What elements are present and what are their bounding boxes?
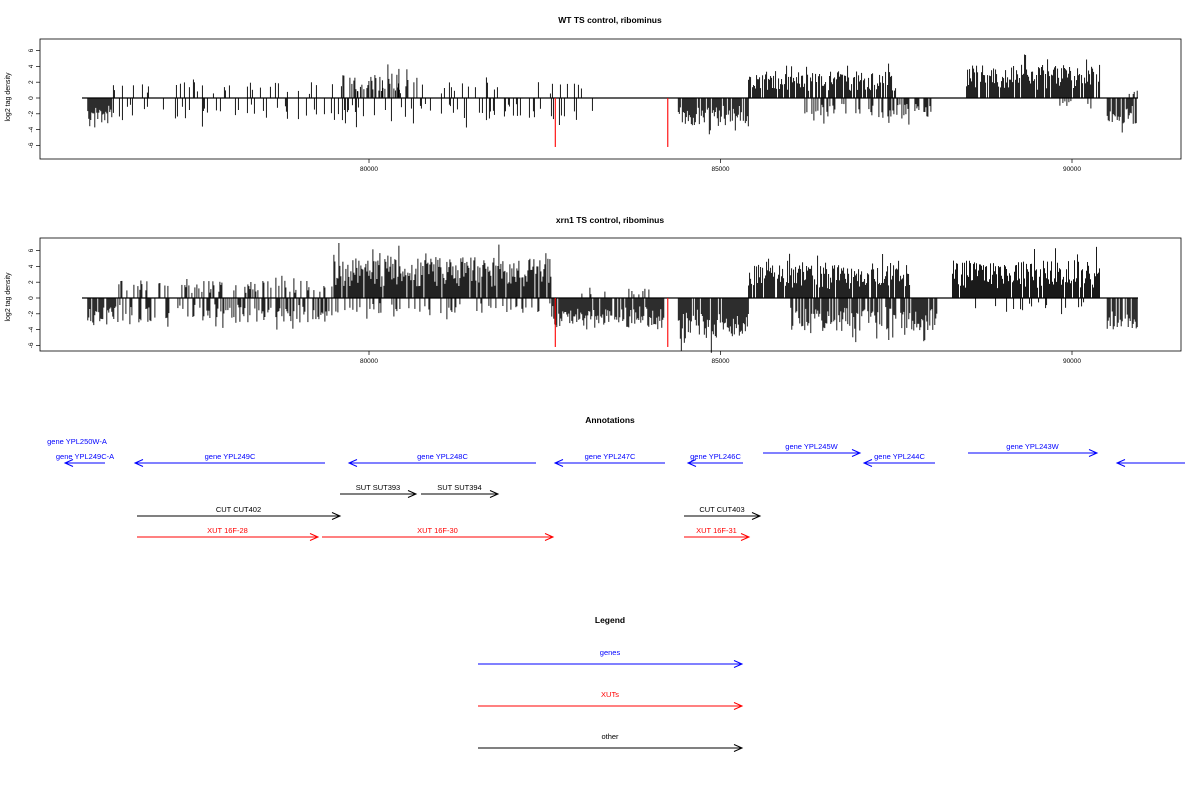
annotation-arrow-xut-16f-28 xyxy=(137,533,320,541)
xrn1-y-tick-label: 0 xyxy=(28,296,35,300)
annotation-label-gene-ypl246c: gene YPL246C xyxy=(690,452,741,461)
wt-x-tick-label: 80000 xyxy=(360,166,378,173)
annotation-label-gene-ypl247c: gene YPL247C xyxy=(585,452,636,461)
legend-entries: genes XUTs other xyxy=(478,648,744,752)
annotation-arrow-unlabeled xyxy=(1115,459,1185,467)
legend-label-other: other xyxy=(601,732,619,741)
annotation-label-gene-ypl244c: gene YPL244C xyxy=(874,452,925,461)
xrn1-panel-title: xrn1 TS control, ribominus xyxy=(556,215,664,225)
xrn1-y-tick-label: -4 xyxy=(28,326,35,332)
xrn1-panel: xrn1 TS control, ribominus log2 tag dens… xyxy=(5,215,1182,365)
xrn1-y-tick-label: 4 xyxy=(28,264,35,268)
annotation-label-sut-sut393: SUT SUT393 xyxy=(356,483,400,492)
annotation-arrow-gene-ypl249c xyxy=(133,459,325,467)
wt-x-axis: 80000 85000 90000 xyxy=(360,159,1081,173)
wt-y-axis-label: log2 tag density xyxy=(5,72,12,122)
xrn1-plot-frame xyxy=(39,237,1182,352)
xrn1-x-tick-label: 90000 xyxy=(1063,358,1081,365)
annotation-label-gene-ypl248c: gene YPL248C xyxy=(417,452,468,461)
annotation-arrow-cut-cut403 xyxy=(684,512,762,520)
annotation-arrow-gene-ypl245w xyxy=(763,449,862,457)
annotation-label-gene-ypl245w: gene YPL245W xyxy=(785,442,838,451)
xrn1-y-tick-label: 6 xyxy=(28,248,35,252)
annotation-arrow-xut-16f-30 xyxy=(322,533,555,541)
annotation-arrow-xut-16f-31 xyxy=(684,533,751,541)
annotations-title: Annotations xyxy=(585,415,635,425)
xrn1-y-tick-label: -6 xyxy=(28,342,35,348)
annotation-label-gene-ypl243w: gene YPL243W xyxy=(1006,442,1059,451)
annotation-arrow-gene-ypl249c-a xyxy=(63,459,105,467)
legend-arrow-genes xyxy=(478,660,744,668)
xrn1-signal-bars xyxy=(82,243,1138,353)
xrn1-x-tick-label: 85000 xyxy=(711,358,729,365)
wt-signal-bars xyxy=(82,54,1138,147)
annotation-arrow-gene-ypl244c xyxy=(862,459,935,467)
annotation-label-xut-16f-30: XUT 16F-30 xyxy=(417,526,458,535)
xrn1-y-tick-label: -2 xyxy=(28,311,35,317)
annotation-label-gene-ypl249c-a: gene YPL249C-A xyxy=(56,452,114,461)
legend-arrow-other xyxy=(478,744,744,752)
wt-y-tick-label: 0 xyxy=(28,96,35,100)
annotation-label-gene-ypl249c: gene YPL249C xyxy=(205,452,256,461)
annotation-label-xut-16f-28: XUT 16F-28 xyxy=(207,526,248,535)
annotation-arrow-sut-sut393 xyxy=(340,490,418,498)
xrn1-x-axis: 80000 85000 90000 xyxy=(360,351,1081,365)
wt-x-tick-label: 90000 xyxy=(1063,166,1081,173)
annotation-label-cut-cut402: CUT CUT402 xyxy=(216,505,261,514)
annotation-arrow-gene-ypl248c xyxy=(347,459,536,467)
legend: Legend genes XUTs other xyxy=(478,615,744,752)
wt-y-axis: 6 4 2 0 -2 -4 -6 xyxy=(28,48,40,148)
legend-label-genes: genes xyxy=(600,648,621,657)
xrn1-y-axis: 6 4 2 0 -2 -4 -6 xyxy=(28,248,40,348)
annotation-arrow-sut-sut394 xyxy=(421,490,500,498)
annotation-arrow-cut-cut402 xyxy=(137,512,342,520)
annotation-label-gene-ypl250w-a: gene YPL250W-A xyxy=(47,437,107,446)
annotation-tracks: gene YPL250W-A gene YPL249C-A gene YPL249C… xyxy=(47,437,1185,541)
wt-panel-title: WT TS control, ribominus xyxy=(558,15,662,25)
legend-label-xuts: XUTs xyxy=(601,690,619,699)
wt-y-tick-label: 6 xyxy=(28,48,35,52)
annotation-arrow-gene-ypl243w xyxy=(968,449,1099,457)
wt-x-tick-label: 85000 xyxy=(711,166,729,173)
wt-y-tick-label: 2 xyxy=(28,80,35,84)
wt-y-tick-label: -2 xyxy=(28,111,35,117)
annotation-label-cut-cut403: CUT CUT403 xyxy=(699,505,744,514)
xrn1-x-tick-label: 80000 xyxy=(360,358,378,365)
wt-y-tick-label: -6 xyxy=(28,142,35,148)
wt-y-tick-label: 4 xyxy=(28,64,35,68)
wt-y-tick-label: -4 xyxy=(28,126,35,132)
wt-panel: WT TS control, ribominus log2 tag densit… xyxy=(5,15,1182,173)
annotations-section: Annotations gene YPL250W-A gene YPL249C-A… xyxy=(47,415,1185,541)
legend-arrow-xuts xyxy=(478,702,744,710)
annotation-label-xut-16f-31: XUT 16F-31 xyxy=(696,526,737,535)
wt-plot-frame xyxy=(39,38,1182,160)
xrn1-y-axis-label: log2 tag density xyxy=(5,272,12,322)
annotation-arrow-gene-ypl246c xyxy=(686,459,743,467)
annotation-arrow-gene-ypl247c xyxy=(553,459,665,467)
legend-title: Legend xyxy=(595,615,625,625)
xrn1-y-tick-label: 2 xyxy=(28,280,35,284)
annotation-label-sut-sut394: SUT SUT394 xyxy=(437,483,481,492)
